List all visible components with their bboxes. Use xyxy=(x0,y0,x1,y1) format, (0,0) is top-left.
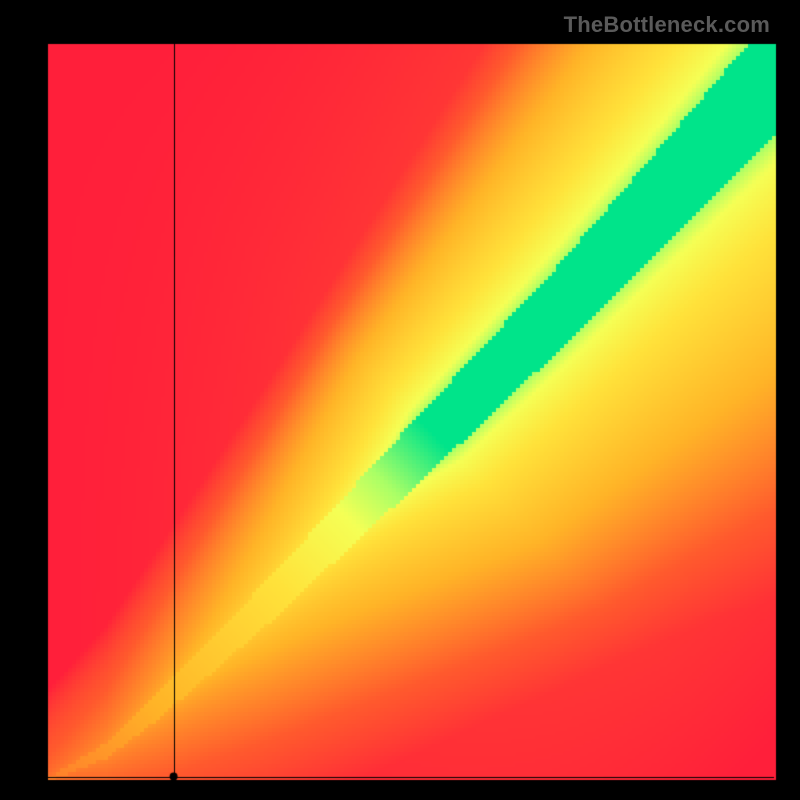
watermark-text: TheBottleneck.com xyxy=(564,12,770,38)
chart-container: TheBottleneck.com xyxy=(0,0,800,800)
heatmap-canvas xyxy=(0,0,800,800)
